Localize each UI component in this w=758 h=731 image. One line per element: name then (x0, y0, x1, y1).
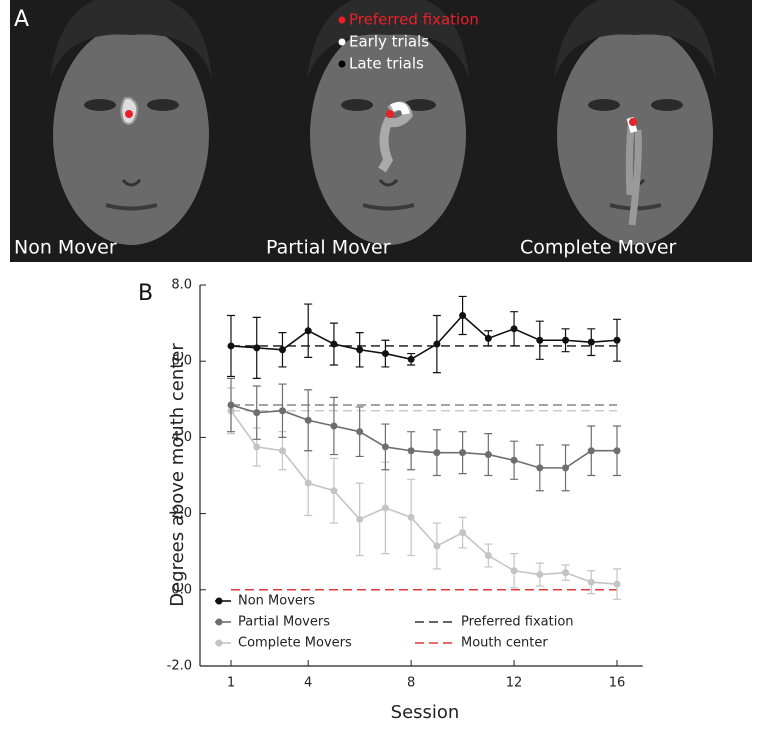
data-point (536, 336, 544, 344)
panel-label: A (14, 7, 29, 32)
data-point (304, 327, 312, 335)
data-point (587, 338, 595, 346)
legend-label: Preferred fixation (349, 11, 479, 29)
data-point (253, 344, 261, 352)
series-line (230, 314, 618, 361)
legend-label: Late trials (349, 55, 424, 73)
data-point (253, 443, 261, 451)
data-point (330, 422, 338, 430)
y-tick-label: 4.0 (171, 430, 192, 445)
legend-marker (215, 618, 223, 626)
data-point (562, 569, 570, 577)
face-label: Complete Mover (520, 237, 677, 259)
legend-dot (338, 38, 346, 46)
data-point (330, 340, 338, 348)
data-point (381, 350, 389, 358)
data-point (536, 571, 544, 579)
data-point (459, 449, 467, 457)
data-point (613, 447, 621, 455)
data-point (484, 451, 492, 459)
x-tick-label: 16 (609, 676, 626, 691)
data-point (407, 355, 415, 363)
data-point (613, 336, 621, 344)
data-point (587, 578, 595, 586)
legend-label: Preferred fixation (461, 615, 574, 630)
data-point (330, 487, 338, 495)
panel-a: A Preferred fixation Early trials Late tri… (10, 0, 752, 262)
legend-label: Complete Movers (238, 636, 352, 651)
face-label: Partial Mover (266, 237, 391, 259)
x-tick-label: 8 (407, 676, 415, 691)
face (50, 0, 212, 245)
data-point (304, 416, 312, 424)
face (307, 0, 469, 245)
data-point (510, 567, 518, 575)
legend-label: Non Movers (238, 594, 315, 609)
x-axis-title: Session (391, 702, 460, 723)
data-point (278, 447, 286, 455)
data-point (227, 342, 235, 350)
fixation-legend: Preferred fixation Early trials Late trial… (338, 11, 479, 73)
y-tick-label: 0.0 (171, 582, 192, 597)
y-tick-label: 2.0 (171, 506, 192, 521)
data-point (433, 449, 441, 457)
data-point (587, 447, 595, 455)
data-point (407, 447, 415, 455)
data-point (433, 542, 441, 550)
data-point (510, 325, 518, 333)
data-point (536, 464, 544, 472)
face (554, 0, 716, 245)
data-point (510, 456, 518, 464)
data-point (407, 513, 415, 521)
face-label: Non Mover (14, 237, 117, 259)
legend-label: Early trials (349, 33, 429, 51)
data-point (356, 428, 364, 436)
legend-marker (215, 597, 223, 605)
data-point (253, 409, 261, 417)
data-point (381, 443, 389, 451)
data-point (484, 334, 492, 342)
data-point (278, 407, 286, 415)
data-point (356, 515, 364, 523)
x-tick-label: 4 (304, 676, 312, 691)
x-tick-label: 1 (227, 676, 235, 691)
plot: -2.0 0.0 2.0 4.0 6.0 8.0 1 4 8 12 16 Non Movers Part… (167, 278, 643, 691)
x-tick-label: 12 (506, 676, 523, 691)
data-point (433, 340, 441, 348)
data-point (381, 504, 389, 512)
data-point (278, 346, 286, 354)
data-point (562, 464, 570, 472)
data-point (459, 311, 467, 319)
legend-marker (215, 639, 223, 647)
y-tick-label: 8.0 (171, 278, 192, 293)
series-line (230, 410, 618, 585)
data-point (356, 346, 364, 354)
data-point (562, 336, 570, 344)
panel-label: B (138, 281, 153, 306)
y-tick-label: -2.0 (167, 659, 192, 674)
legend-label: Partial Movers (238, 615, 330, 630)
data-point (459, 529, 467, 537)
data-point (484, 552, 492, 560)
y-axis-title: Degrees above mouth center (167, 343, 188, 607)
legend-dot (338, 16, 346, 24)
data-point (304, 479, 312, 487)
y-tick-label: 6.0 (171, 354, 192, 369)
data-point (613, 580, 621, 588)
series-line (230, 404, 617, 469)
legend-dot (338, 60, 346, 68)
data-point (227, 401, 235, 409)
legend-label: Mouth center (461, 636, 548, 651)
